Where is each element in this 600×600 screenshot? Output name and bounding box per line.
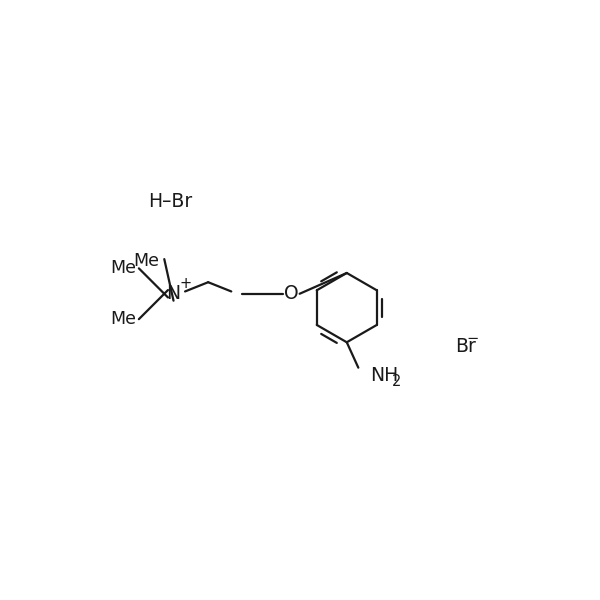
Text: Me: Me [110,310,137,328]
Text: N: N [166,284,181,303]
Text: +: + [179,276,191,291]
Text: 2: 2 [392,374,401,389]
Text: Me: Me [134,253,160,271]
Text: H–Br: H–Br [148,192,193,211]
Text: −: − [466,331,479,346]
Text: Br: Br [455,337,476,356]
Text: Me: Me [110,259,137,277]
Text: O: O [284,284,299,303]
Text: NH: NH [370,366,398,385]
